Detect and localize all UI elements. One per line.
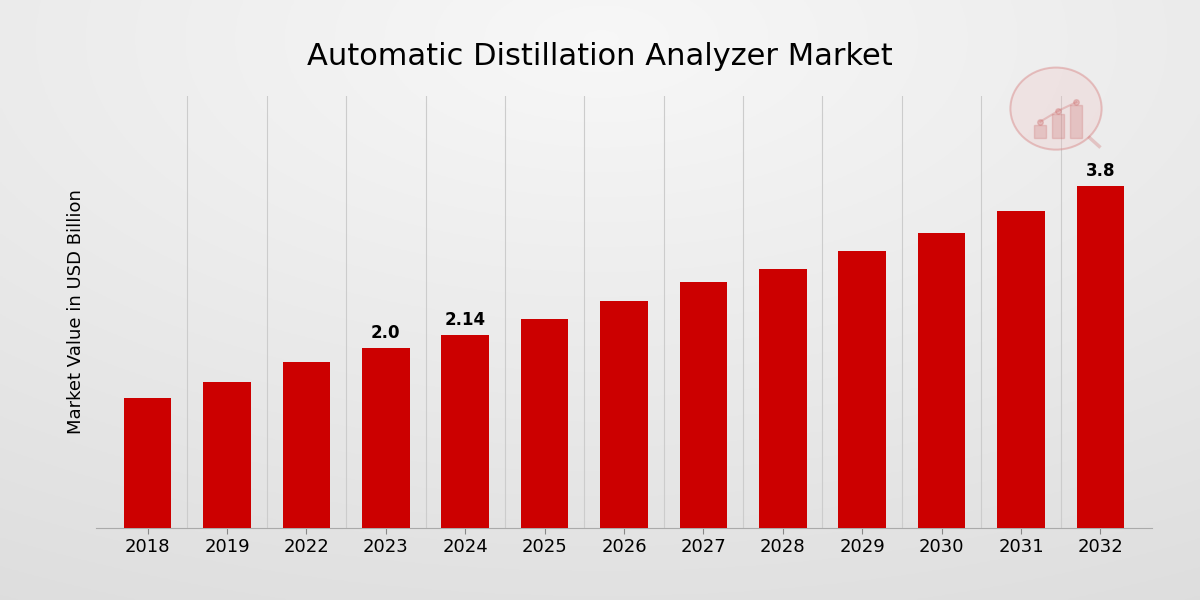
Bar [1052,114,1064,138]
Bar [203,382,251,528]
Text: Automatic Distillation Analyzer Market: Automatic Distillation Analyzer Market [307,42,893,71]
Bar [839,251,886,528]
Text: 2.14: 2.14 [445,311,486,329]
Text: 2.0: 2.0 [371,324,401,342]
Bar [1076,186,1124,528]
Bar [600,301,648,528]
Y-axis label: Market Value in USD Billion: Market Value in USD Billion [67,190,85,434]
Bar [521,319,569,528]
Bar [282,361,330,528]
Circle shape [1010,68,1102,149]
Bar [1070,106,1082,138]
Text: 3.8: 3.8 [1086,162,1115,180]
Bar [918,233,966,528]
Bar [1034,125,1046,138]
Bar [442,335,490,528]
Bar [997,211,1045,528]
Bar [124,397,172,528]
Bar [362,348,409,528]
Bar [679,283,727,528]
Bar [758,269,806,528]
